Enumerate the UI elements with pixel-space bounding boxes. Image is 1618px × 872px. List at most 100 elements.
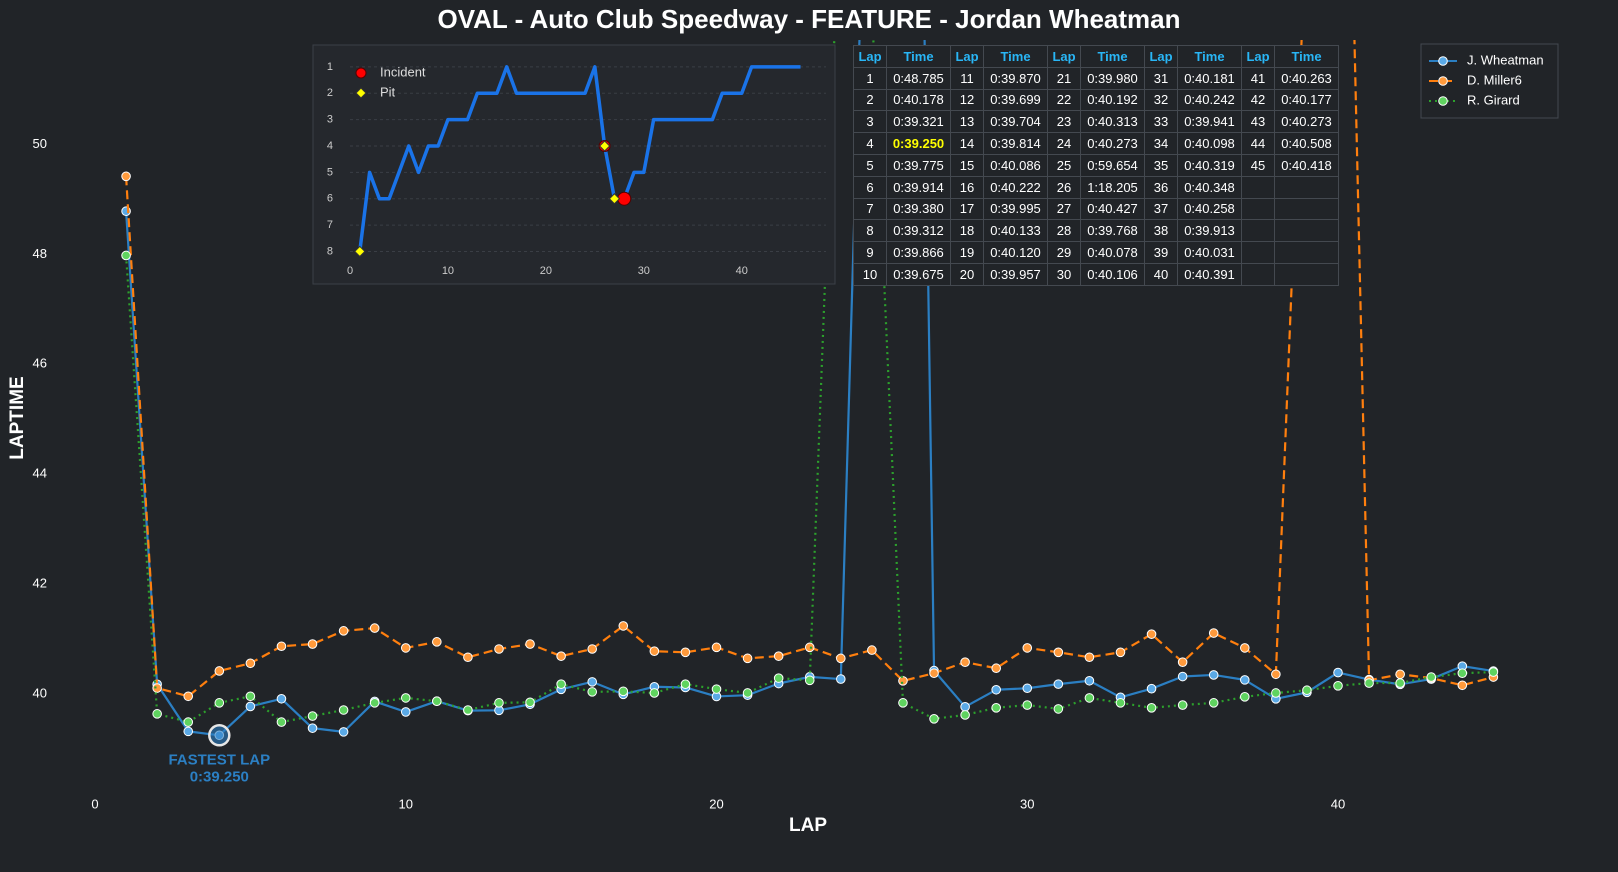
data-point: [338, 727, 349, 737]
table-cell: 0:40.263: [1274, 66, 1339, 90]
y-tick-label: 4: [327, 140, 333, 152]
inset-chart: 0 10 20 30 40 1 2 3 4 5 6 7 8 Incident Pit: [312, 44, 836, 285]
table-cell: 26: [1047, 175, 1081, 199]
legend-label: J. Wheatman: [1467, 52, 1544, 67]
table-cell: 39: [1144, 241, 1178, 264]
table-cell: [1274, 241, 1339, 264]
data-point: [183, 726, 194, 737]
table-cell: 1:18.205: [1080, 175, 1145, 199]
chart-title: OVAL - Auto Club Speedway - FEATURE - Jo…: [438, 4, 1181, 34]
data-point: [680, 679, 691, 689]
table-cell: 2: [853, 88, 887, 112]
table-cell: 13: [950, 110, 984, 134]
data-point: [556, 651, 566, 661]
table-cell: 31: [1144, 66, 1178, 90]
data-point: [1053, 647, 1064, 658]
data-point: [121, 250, 131, 261]
data-point: [494, 644, 504, 654]
table-cell: 11: [950, 66, 984, 90]
data-point: [214, 698, 225, 708]
table-cell: 0:40.078: [1080, 241, 1145, 264]
annotation-text: FASTEST LAP: [168, 751, 270, 768]
data-point: [991, 663, 1001, 674]
data-point: [991, 703, 1001, 713]
data-point: [338, 705, 349, 715]
series-line: [358, 65, 801, 252]
data-point: [276, 717, 287, 727]
table-cell: 27: [1047, 197, 1081, 221]
column-header: Time: [1274, 45, 1339, 68]
table-cell: 17: [950, 197, 984, 221]
data-point: [1022, 643, 1033, 653]
table-cell: 0:39.675: [886, 262, 951, 286]
column-header: Time: [1080, 45, 1145, 68]
data-point: [836, 653, 846, 664]
data-point: [1302, 685, 1312, 696]
table-cell: 0:39.995: [983, 197, 1048, 221]
y-tick-label: 2: [327, 87, 333, 99]
data-point: [183, 717, 194, 727]
x-tick-label: 0: [91, 796, 98, 811]
table-cell: 0:39.866: [886, 241, 951, 264]
table-row: 6 0:39.914 16 0:40.222 26 1:18.205 36 0:40.348: [853, 175, 1339, 199]
table-cell: 33: [1144, 110, 1178, 134]
legend-marker: [355, 87, 367, 99]
table-cell: 0:39.704: [983, 110, 1048, 134]
y-tick-label: 42: [33, 576, 47, 591]
data-point: [400, 643, 411, 653]
data-point: [494, 698, 504, 708]
table-cell: 0:40.178: [886, 88, 951, 112]
data-point: [245, 658, 256, 669]
table-row: 5 0:39.775 15 0:40.086 25 0:59.654 35 0:40.319 4…: [853, 153, 1339, 177]
legend: J. Wheatman D. Miller6 R. Girard: [1420, 43, 1559, 119]
y-axis-label: LAPTIME: [7, 376, 28, 459]
table-cell: 38: [1144, 219, 1178, 243]
table-cell: 5: [853, 153, 887, 177]
column-header: Lap: [1047, 45, 1081, 68]
data-point: [1457, 668, 1468, 678]
table-cell: 0:39.312: [886, 219, 951, 243]
data-point: [463, 652, 473, 663]
table-cell: 0:39.250: [886, 132, 951, 155]
data-point: [276, 641, 287, 652]
legend-label: D. Miller6: [1467, 72, 1522, 87]
data-point: [245, 701, 256, 712]
y-tick-label: 50: [33, 136, 47, 151]
data-point: [742, 688, 753, 698]
data-point: [898, 698, 908, 708]
table-cell: [1241, 219, 1275, 243]
data-point: [773, 651, 784, 661]
data-point: [804, 675, 815, 686]
column-header: Time: [886, 45, 951, 68]
data-point: [1084, 652, 1095, 663]
table-cell: 16: [950, 175, 984, 199]
table-cell: 30: [1047, 262, 1081, 286]
table-row: 7 0:39.380 17 0:39.995 27 0:40.427 37 0:40.258: [853, 197, 1339, 221]
table-cell: [1274, 197, 1339, 221]
table-cell: 40: [1144, 262, 1178, 286]
data-point: [1239, 675, 1250, 685]
y-tick-label: 6: [327, 193, 333, 205]
table-cell: 28: [1047, 219, 1081, 243]
legend-label: R. Girard: [1467, 92, 1520, 107]
data-point: [1271, 688, 1281, 698]
table-cell: 0:39.699: [983, 88, 1048, 112]
x-tick-label: 10: [442, 265, 454, 277]
data-point: [369, 698, 380, 708]
table-cell: 8: [853, 219, 887, 243]
x-tick-label: 40: [736, 265, 748, 277]
data-point: [121, 171, 131, 182]
table-cell: 18: [950, 219, 984, 243]
data-point: [152, 683, 162, 693]
data-point: [836, 674, 846, 684]
data-point: [898, 676, 908, 686]
pit-marker: [354, 245, 366, 258]
table-cell: 14: [950, 132, 984, 155]
table-cell: [1241, 175, 1275, 199]
data-point: [587, 644, 598, 654]
table-cell: 21: [1047, 66, 1081, 90]
data-point: [1208, 698, 1219, 708]
data-point: [307, 711, 318, 721]
table-cell: 0:39.980: [1080, 66, 1145, 90]
